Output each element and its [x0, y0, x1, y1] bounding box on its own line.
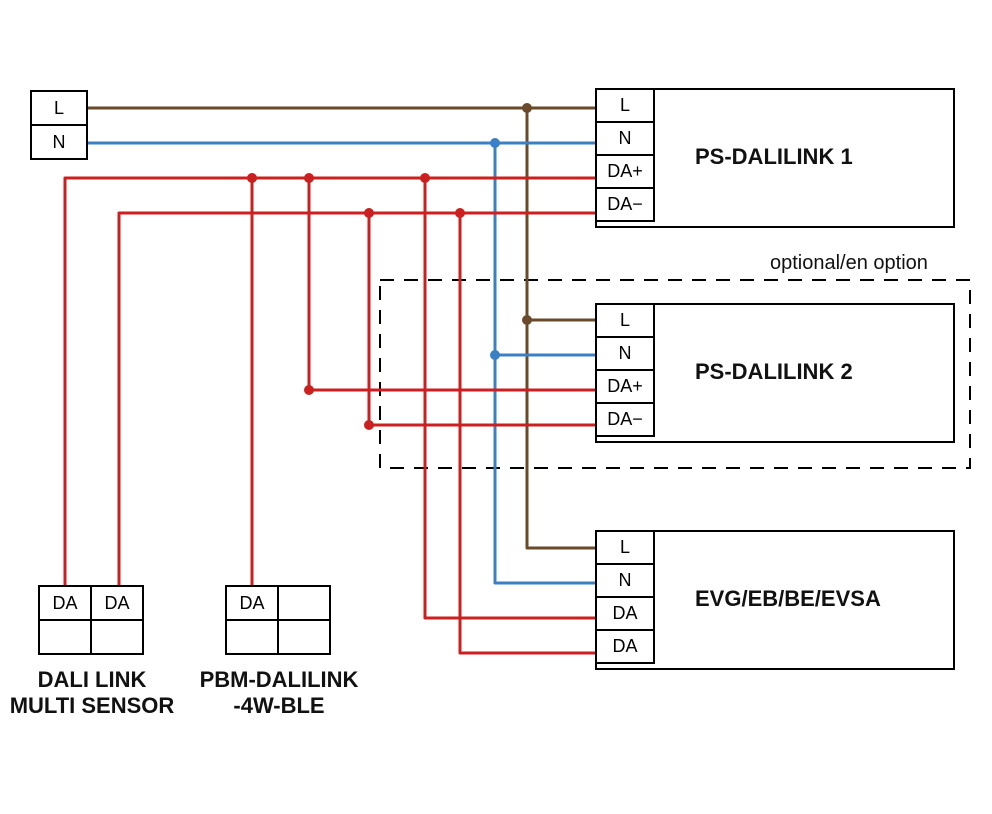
evg-label: EVG/EB/BE/EVSA — [695, 586, 881, 612]
ps1-terminal-daminus: DA− — [595, 187, 655, 222]
multi_sensor-cell-0-1: DA — [90, 585, 144, 621]
ps1-terminal-l: L — [595, 88, 655, 123]
evg-terminal-n: N — [595, 563, 655, 598]
pbm-caption: PBM-DALILINK-4W-BLE — [195, 667, 363, 720]
evg-terminal-da: DA — [595, 629, 655, 664]
pbm-cell-0-0: DA — [225, 585, 279, 621]
ps2-terminal-n: N — [595, 336, 655, 371]
wiring-diagram: LN LNDA+DA− PS-DALILINK 1 LNDA+DA− PS-DA… — [0, 0, 992, 814]
ps2-terminal-l: L — [595, 303, 655, 338]
pbm-cell-0-1 — [277, 585, 331, 621]
ps-dalilink-2-terminals: LNDA+DA− — [595, 303, 655, 437]
evg-terminal-da: DA — [595, 596, 655, 631]
mains-terminal: LN — [30, 90, 88, 160]
ps2-terminal-daplus: DA+ — [595, 369, 655, 404]
optional-label: optional/en option — [770, 252, 928, 275]
multi_sensor-cell-1-1 — [90, 619, 144, 655]
mains-terminal-l: L — [30, 90, 88, 126]
evg-terminals: LNDADA — [595, 530, 655, 664]
multi-sensor-caption: DALI LINKMULTI SENSOR — [8, 667, 176, 720]
pbm-cell-1-0 — [225, 619, 279, 655]
ps-dalilink-1-label: PS-DALILINK 1 — [695, 144, 853, 170]
ps1-terminal-daplus: DA+ — [595, 154, 655, 189]
pbm-cell-1-1 — [277, 619, 331, 655]
pbm-terminals: DA — [225, 585, 331, 655]
mains-terminal-n: N — [30, 124, 88, 160]
evg-terminal-l: L — [595, 530, 655, 565]
ps-dalilink-1-terminals: LNDA+DA− — [595, 88, 655, 222]
ps1-terminal-n: N — [595, 121, 655, 156]
multi_sensor-cell-0-0: DA — [38, 585, 92, 621]
multi_sensor-cell-1-0 — [38, 619, 92, 655]
ps2-terminal-daminus: DA− — [595, 402, 655, 437]
ps-dalilink-2-label: PS-DALILINK 2 — [695, 359, 853, 385]
multi-sensor-terminals: DADA — [38, 585, 144, 655]
